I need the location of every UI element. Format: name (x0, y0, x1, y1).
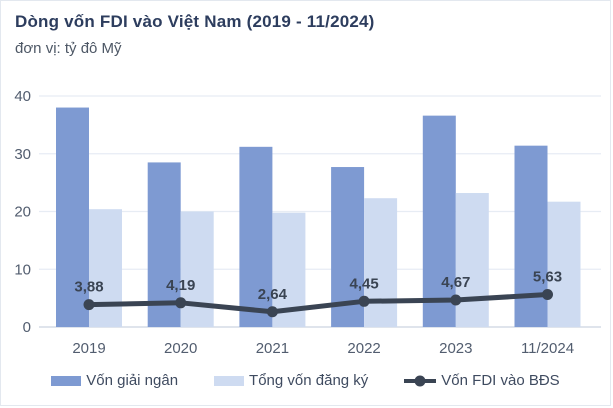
point-label: 3,88 (74, 279, 103, 296)
bar-tong-von-dang-ky (364, 198, 398, 327)
legend-swatch-icon (214, 375, 245, 386)
point-label: 4,67 (441, 274, 470, 291)
legend-line-marker-icon (404, 375, 437, 386)
y-tick-label: 40 (14, 88, 31, 105)
x-tick-label: 2021 (256, 340, 289, 357)
bar-von-giai-ngan (56, 107, 89, 327)
y-tick-label: 0 (23, 319, 31, 336)
line-point-von-fdi-vao-bds (266, 306, 278, 318)
legend-label: Vốn FDI vào BĐS (441, 372, 560, 389)
line-point-von-fdi-vao-bds (358, 295, 370, 307)
legend-item-von-giai-ngan: Vốn giải ngân (51, 372, 178, 389)
x-tick-label: 2023 (439, 340, 472, 357)
x-tick-label: 2022 (347, 340, 380, 357)
x-tick-label: 2019 (72, 340, 105, 357)
chart-subtitle: đơn vị: tỷ đô Mỹ (15, 40, 122, 57)
fdi-chart-plot: 0 10 20 30 40 3,88 4,19 2,64 4,45 4,67 5,63 2019 202… (14, 88, 601, 357)
y-tick-label: 30 (14, 146, 31, 163)
bar-tong-von-dang-ky (180, 211, 214, 327)
bar-von-giai-ngan (422, 115, 456, 327)
y-tick-label: 20 (14, 204, 31, 221)
bar-tong-von-dang-ky (547, 201, 581, 327)
legend-swatch-icon (51, 375, 82, 386)
bar-tong-von-dang-ky (89, 209, 122, 327)
bar-von-giai-ngan (239, 146, 273, 327)
x-tick-label: 2020 (164, 340, 197, 357)
bar-von-giai-ngan (147, 162, 181, 327)
legend-label: Vốn giải ngân (86, 372, 179, 389)
line-point-von-fdi-vao-bds (175, 297, 187, 309)
line-point-von-fdi-vao-bds (450, 294, 462, 306)
legend-item-tong-von-dang-ky: Tổng vốn đăng ký (214, 372, 368, 389)
point-label: 2,64 (258, 286, 288, 303)
y-tick-label: 10 (14, 261, 31, 278)
line-von-fdi-vao-bds (86, 291, 550, 315)
x-tick-label: 11/2024 (521, 340, 574, 357)
legend-item-von-fdi-vao-bds: Vốn FDI vào BĐS (404, 372, 560, 389)
point-label: 4,45 (349, 275, 378, 292)
chart-legend: Vốn giải ngân Tổng vốn đăng ký Vốn FDI vào… (1, 372, 610, 389)
line-point-von-fdi-vao-bds (83, 299, 95, 311)
point-label: 5,63 (533, 268, 562, 285)
legend-label: Tổng vốn đăng ký (249, 372, 369, 389)
point-label: 4,19 (166, 277, 195, 294)
chart-title: Dòng vốn FDI vào Việt Nam (2019 - 11/202… (15, 12, 375, 31)
bar-von-giai-ngan (514, 145, 548, 327)
bar-tong-von-dang-ky (455, 193, 489, 327)
line-point-von-fdi-vao-bds (542, 288, 553, 300)
